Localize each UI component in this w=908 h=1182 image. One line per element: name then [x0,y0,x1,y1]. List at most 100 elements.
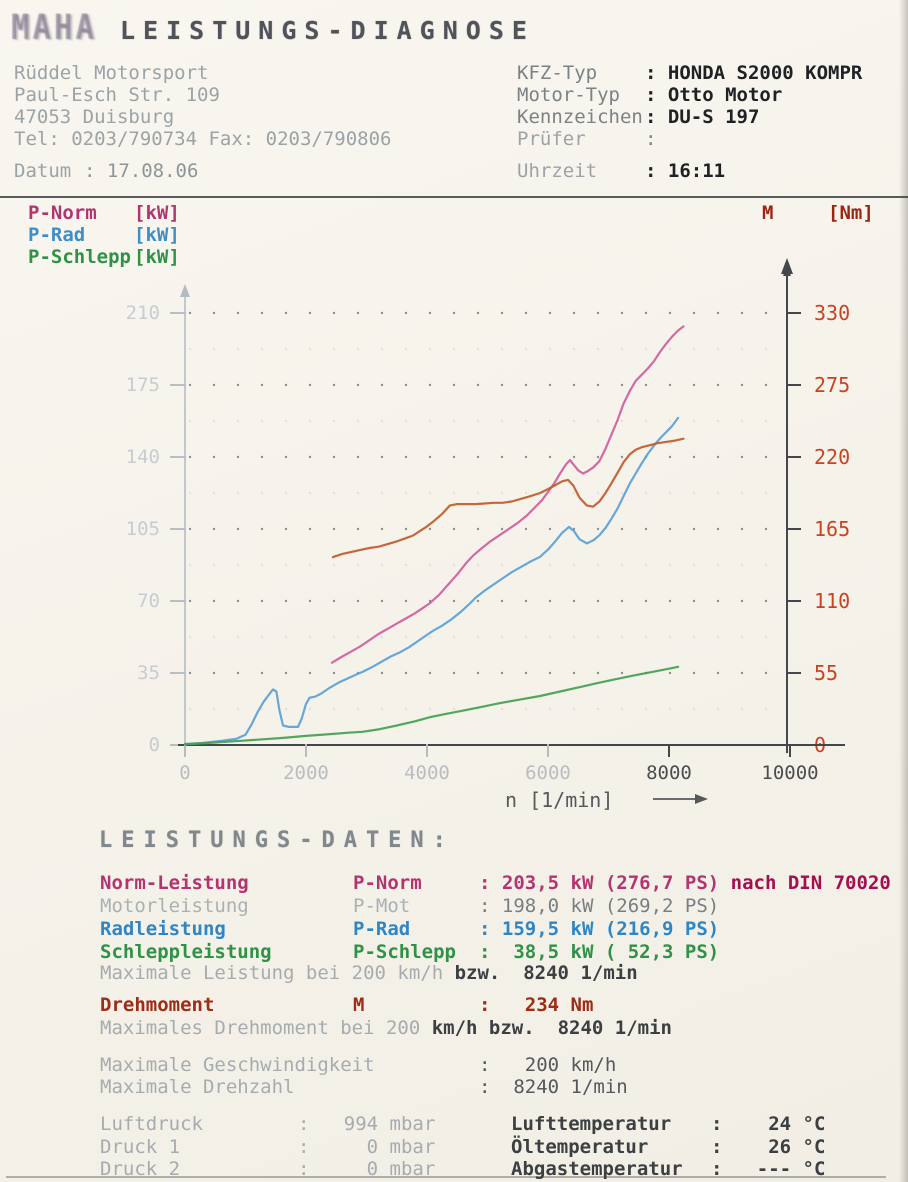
env-value: : 24 °C [711,1113,826,1135]
grid-dot [332,707,336,711]
grid-dot [620,419,624,423]
grid-dot [764,563,768,567]
grid-dot [716,347,720,351]
result-row-mot: Motorleistung P-Mot: 198,0 kW (269,2 PS) [100,895,719,917]
grid-dot [212,311,216,315]
grid-dot [188,383,192,387]
y-axis-left-arrow [180,284,190,297]
grid-dot [572,419,576,423]
grid-dot [596,491,600,495]
grid-dot [260,527,264,531]
grid-dot [476,311,480,315]
grid-dot [644,311,648,315]
grid-dot [716,455,720,459]
grid-dot [692,419,696,423]
result-row-torque: Drehmoment M: 234 Nm [100,994,593,1016]
max-power-note: Maximale Leistung bei 200 km/h bzw. 8240… [100,962,638,984]
grid-dot [596,383,600,387]
grid-dot [740,563,744,567]
grid-dot [332,419,336,423]
grid-dot [596,635,600,639]
result-symbol: M [353,994,365,1016]
grid-dot [716,311,720,315]
grid-dot [308,527,312,531]
grid-dot [188,455,192,459]
grid-dot [692,635,696,639]
grid-dot [428,311,432,315]
grid-dot [548,671,552,675]
grid-dot [572,707,576,711]
grid-dot [308,383,312,387]
grid-dot [740,635,744,639]
grid-dot [764,491,768,495]
grid-dot [332,347,336,351]
grid-dot [524,527,528,531]
grid-dot [572,383,576,387]
vehicle-label: KFZ-Typ [517,62,598,84]
y-left-tick-label: 35 [137,662,160,684]
grid-dot [740,599,744,603]
grid-dot [452,599,456,603]
grid-dot [284,455,288,459]
grid-dot [212,491,216,495]
grid-dot [716,707,720,711]
grid-dot [308,599,312,603]
grid-dot [644,671,648,675]
result-symbol: P-Mot [353,895,411,917]
grid-dot [668,563,672,567]
grid-dot [428,563,432,567]
x-axis-arrow-head [695,794,708,804]
grid-dot [356,599,360,603]
grid-dot [356,419,360,423]
grid-dot [212,419,216,423]
y-left-tick-label: 210 [126,302,160,324]
grid-dot [740,311,744,315]
grid-dot [620,707,624,711]
legend-label: P-Rad [28,224,86,246]
grid-dot [740,491,744,495]
grid-dot [308,491,312,495]
grid-dot [212,707,216,711]
note-dark: bzw. 8240 1/min [454,962,638,984]
grid-dot [764,311,768,315]
grid-dot [500,671,504,675]
legend-p-norm: P-Norm [kW] [28,202,180,224]
x-tick-label: 4000 [404,762,450,784]
curve-p-schlepp [183,665,680,746]
grid-dot [692,347,696,351]
grid-dot [428,671,432,675]
grid-dot [308,563,312,567]
grid-dot [212,671,216,675]
results-heading: LEISTUNGS-DATEN: [99,828,455,853]
env-row-druck2: Druck 2: 0 mbar [100,1158,435,1180]
grid-dot [188,635,192,639]
grid-dot [644,635,648,639]
grid-dot [212,383,216,387]
grid-dot [500,635,504,639]
env-label: Öltemperatur [511,1136,649,1158]
env-label: Druck 1 [100,1136,181,1158]
grid-dot [404,563,408,567]
grid-dot [596,599,600,603]
grid-dot [308,671,312,675]
grid-dot [668,383,672,387]
vehicle-label: Prüfer [517,128,586,150]
grid-dot [692,491,696,495]
grid-dot [500,347,504,351]
grid-dot [476,635,480,639]
result-value: : 234 Nm [479,994,594,1016]
page-title: LEISTUNGS-DIAGNOSE [120,16,535,45]
grid-dot [428,635,432,639]
grid-dot [524,563,528,567]
grid-dot [764,455,768,459]
x-tick-label: 2000 [283,762,329,784]
grid-dot [476,527,480,531]
scan-edge-right [899,0,908,1182]
grid-dot [692,671,696,675]
grid-dot [740,527,744,531]
grid-dot [452,383,456,387]
note-faint: Maximale Leistung bei 200 km/h [100,962,455,984]
shop-name: Rüddel Motorsport [14,62,209,84]
grid-dot [668,671,672,675]
grid-dot [332,491,336,495]
